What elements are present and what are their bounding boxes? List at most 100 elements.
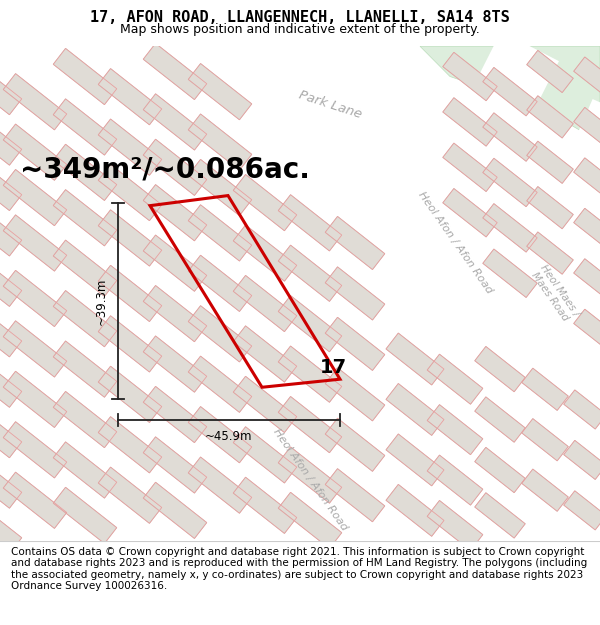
Polygon shape: [188, 205, 252, 261]
Polygon shape: [188, 457, 252, 513]
Polygon shape: [98, 69, 162, 125]
Text: 17, AFON ROAD, LLANGENNECH, LLANELLI, SA14 8TS: 17, AFON ROAD, LLANGENNECH, LLANELLI, SA…: [90, 10, 510, 25]
Polygon shape: [483, 204, 537, 252]
Polygon shape: [427, 354, 483, 404]
Text: Heol Maes /
Maes Road: Heol Maes / Maes Road: [529, 262, 581, 324]
Text: ~39.3m: ~39.3m: [95, 278, 108, 325]
Polygon shape: [483, 113, 537, 161]
Polygon shape: [325, 368, 385, 421]
Polygon shape: [0, 59, 22, 115]
Polygon shape: [527, 141, 573, 183]
Polygon shape: [574, 158, 600, 197]
Polygon shape: [386, 384, 444, 436]
Polygon shape: [386, 484, 444, 536]
Polygon shape: [53, 99, 117, 155]
Polygon shape: [192, 22, 600, 201]
Polygon shape: [143, 235, 207, 291]
Polygon shape: [443, 52, 497, 101]
Polygon shape: [188, 406, 252, 463]
Polygon shape: [53, 291, 117, 347]
Polygon shape: [0, 109, 22, 165]
Polygon shape: [143, 184, 207, 241]
Polygon shape: [53, 488, 117, 544]
Text: Heol Afon / Afon Road: Heol Afon / Afon Road: [416, 190, 494, 296]
Polygon shape: [233, 174, 297, 231]
Text: Heol Afon / Afon Road: Heol Afon / Afon Road: [271, 428, 349, 533]
Polygon shape: [53, 341, 117, 398]
Polygon shape: [3, 74, 67, 130]
Polygon shape: [143, 139, 207, 196]
Polygon shape: [278, 245, 342, 301]
Polygon shape: [522, 368, 568, 411]
Polygon shape: [522, 469, 568, 511]
Polygon shape: [527, 232, 573, 274]
Polygon shape: [53, 240, 117, 296]
Polygon shape: [53, 442, 117, 498]
Polygon shape: [3, 271, 67, 327]
Polygon shape: [325, 469, 385, 522]
Polygon shape: [325, 418, 385, 471]
Polygon shape: [98, 164, 162, 221]
Polygon shape: [0, 351, 22, 408]
Polygon shape: [527, 186, 573, 229]
Polygon shape: [3, 124, 67, 181]
Polygon shape: [563, 491, 600, 530]
Polygon shape: [98, 417, 162, 473]
Polygon shape: [143, 286, 207, 342]
Polygon shape: [403, 99, 600, 548]
Polygon shape: [325, 318, 385, 371]
Polygon shape: [143, 482, 207, 539]
Polygon shape: [233, 276, 297, 332]
Polygon shape: [233, 326, 297, 382]
Polygon shape: [188, 255, 252, 311]
Polygon shape: [3, 472, 67, 528]
Polygon shape: [233, 225, 297, 281]
Polygon shape: [427, 404, 483, 454]
Polygon shape: [3, 371, 67, 428]
Polygon shape: [475, 448, 525, 493]
Polygon shape: [143, 386, 207, 442]
Polygon shape: [98, 366, 162, 423]
Polygon shape: [3, 422, 67, 478]
Polygon shape: [475, 492, 525, 538]
Text: Park Lane: Park Lane: [297, 89, 363, 121]
Polygon shape: [3, 169, 67, 226]
Polygon shape: [0, 250, 22, 306]
Polygon shape: [527, 96, 573, 138]
Polygon shape: [143, 94, 207, 150]
Polygon shape: [475, 397, 525, 442]
Polygon shape: [574, 208, 600, 248]
Text: ~45.9m: ~45.9m: [205, 429, 253, 442]
Polygon shape: [278, 346, 342, 403]
Text: 17: 17: [320, 357, 347, 377]
Polygon shape: [98, 265, 162, 322]
Polygon shape: [0, 498, 22, 554]
Polygon shape: [325, 216, 385, 269]
Polygon shape: [278, 447, 342, 503]
Polygon shape: [233, 376, 297, 432]
Polygon shape: [483, 158, 537, 207]
Polygon shape: [278, 492, 342, 549]
Polygon shape: [386, 434, 444, 486]
Polygon shape: [574, 107, 600, 146]
Polygon shape: [53, 144, 117, 201]
Polygon shape: [3, 215, 67, 271]
Polygon shape: [483, 249, 537, 298]
Polygon shape: [574, 309, 600, 348]
Polygon shape: [563, 390, 600, 429]
Polygon shape: [188, 114, 252, 170]
Polygon shape: [278, 396, 342, 452]
Polygon shape: [386, 333, 444, 385]
Polygon shape: [143, 336, 207, 392]
Polygon shape: [233, 427, 297, 483]
Polygon shape: [188, 64, 252, 120]
Polygon shape: [98, 316, 162, 372]
Polygon shape: [427, 501, 483, 551]
Polygon shape: [143, 43, 207, 99]
Polygon shape: [427, 455, 483, 505]
Polygon shape: [483, 68, 537, 116]
Polygon shape: [98, 210, 162, 266]
Polygon shape: [0, 200, 22, 256]
Polygon shape: [188, 306, 252, 362]
Polygon shape: [325, 267, 385, 320]
